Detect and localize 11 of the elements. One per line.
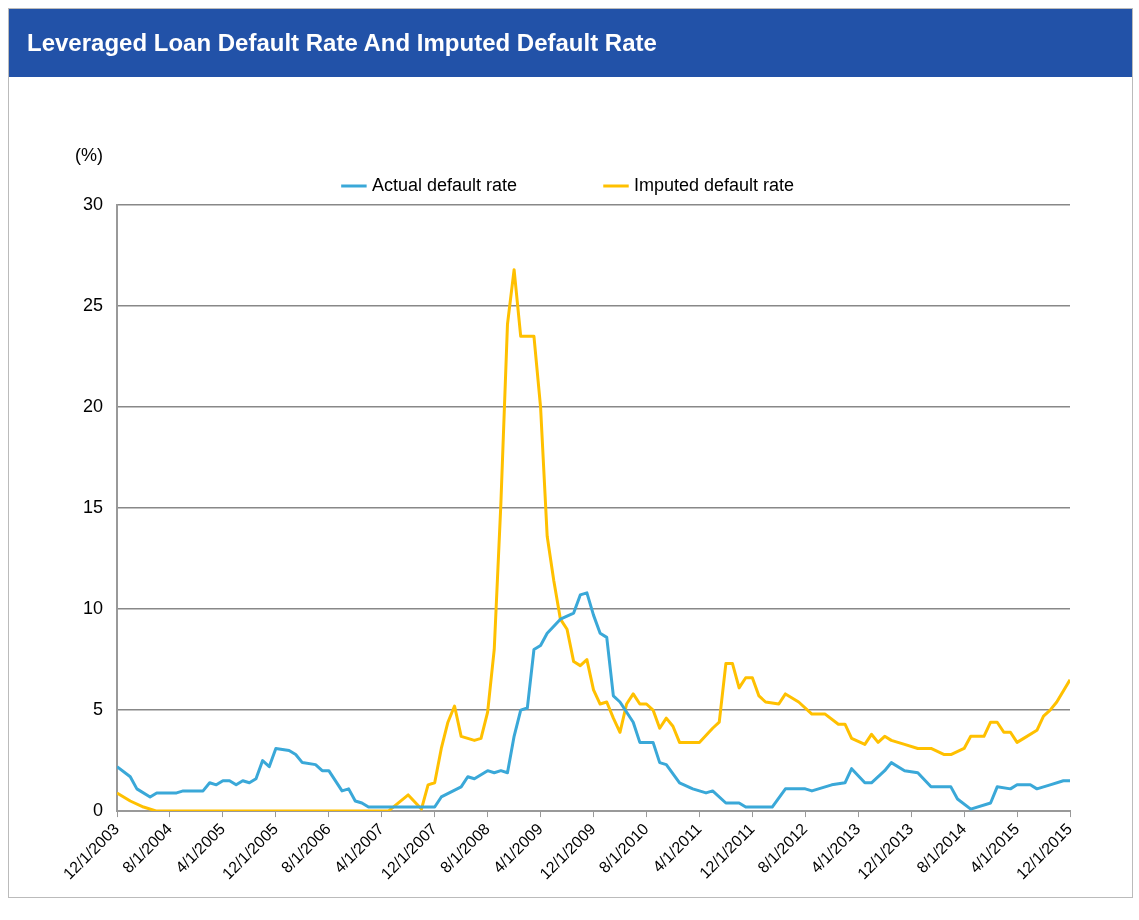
y-tick-label: 15 [82,497,104,518]
y-tick-label: 0 [93,800,104,821]
legend-label: Imputed default rate [633,174,795,195]
y-tick-label: 25 [82,294,104,315]
y-tick-label: 5 [93,699,104,720]
y-axis-title: (%) [75,144,103,165]
y-tick-label: 20 [82,396,104,416]
y-tick-label: 10 [82,598,104,619]
chart-title: Leveraged Loan Default Rate And Imputed Default Rate [9,9,1132,77]
legend-label: Actual default rate [371,174,517,195]
y-tick-label: 30 [82,193,104,214]
